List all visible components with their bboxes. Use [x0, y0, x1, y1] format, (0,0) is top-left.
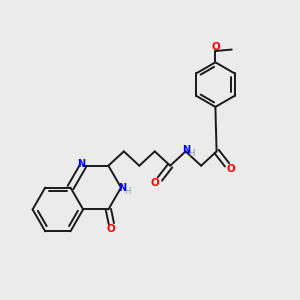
- Text: N: N: [118, 183, 127, 193]
- Text: O: O: [107, 224, 116, 234]
- Text: N: N: [77, 159, 85, 169]
- Text: O: O: [211, 43, 220, 52]
- Text: O: O: [227, 164, 236, 174]
- Text: H: H: [124, 187, 131, 196]
- Text: H: H: [188, 149, 194, 158]
- Text: O: O: [151, 178, 160, 188]
- Text: N: N: [182, 145, 190, 155]
